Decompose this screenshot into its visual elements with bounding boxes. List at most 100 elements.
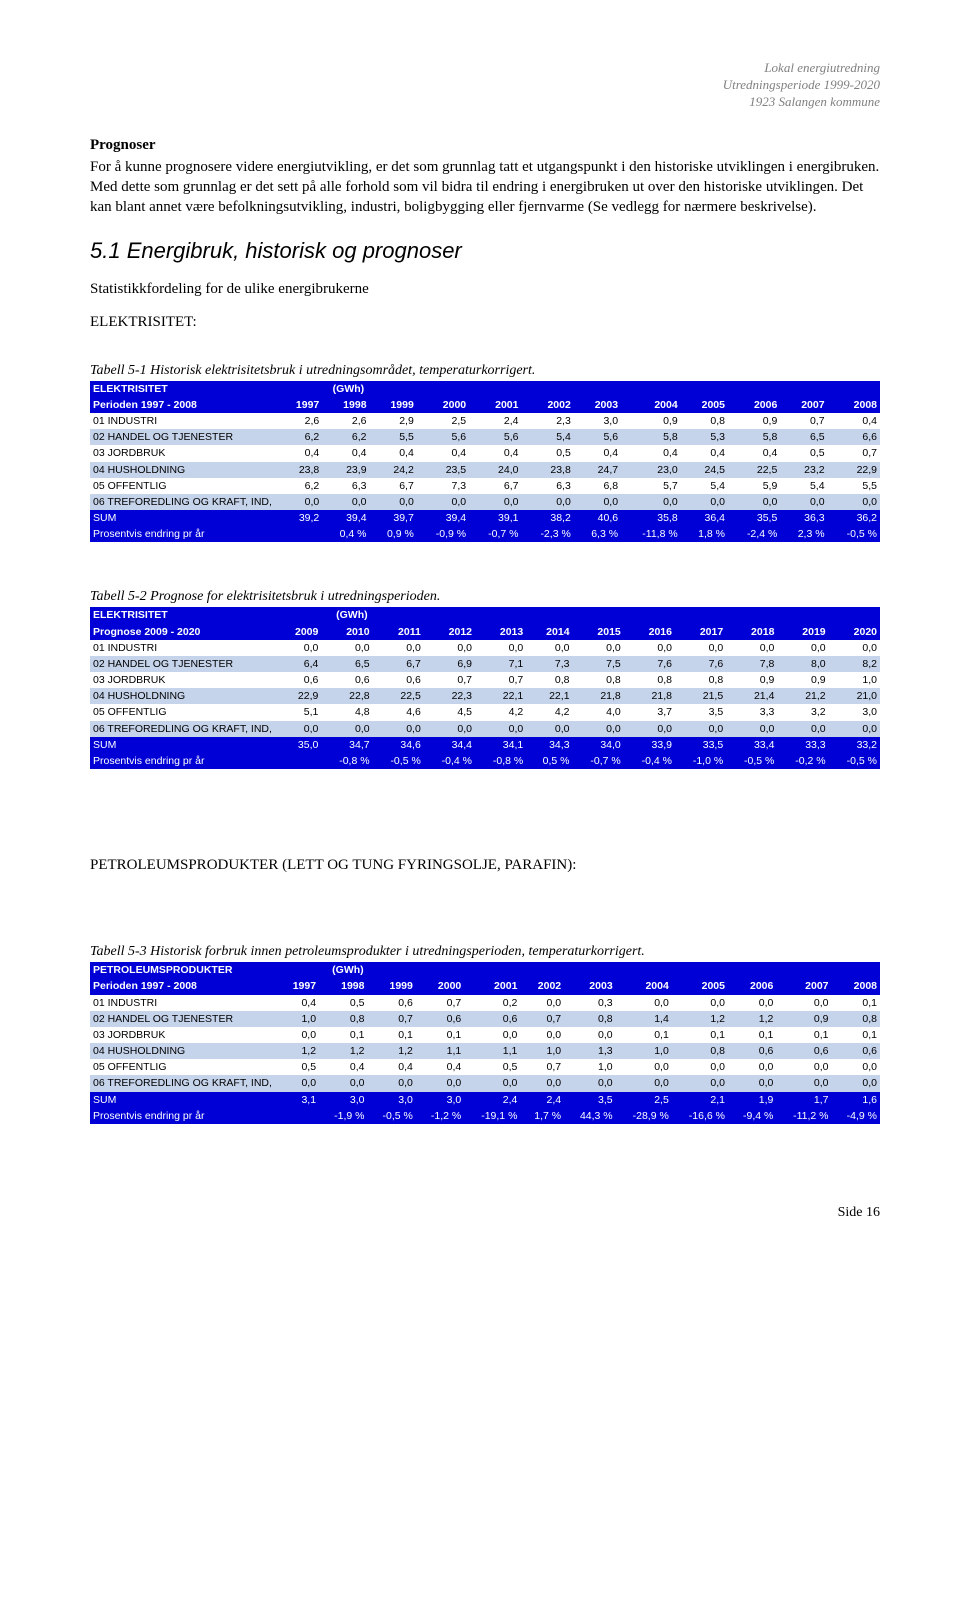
cell-value: 0,0 [726,721,777,737]
cell-value: 0,9 [776,1011,831,1027]
cell-value: 0,0 [520,995,564,1011]
year-header: 2007 [776,978,831,994]
table-5-3: PETROLEUMSPRODUKTER(GWh)Perioden 1997 - … [90,962,880,1124]
cell-value: 0,6 [416,1011,464,1027]
year-header: 1999 [367,978,415,994]
cell-value: 0,8 [624,672,675,688]
cell-value: 0,1 [616,1027,672,1043]
pct-value: 0,9 % [370,526,417,542]
cell-value: 3,0 [829,704,880,720]
cell-value: 0,0 [829,721,880,737]
pct-value: -0,8 % [475,753,526,769]
pct-value: -0,5 % [373,753,424,769]
cell-value: 0,1 [728,1027,776,1043]
cell-value: 23,2 [780,462,827,478]
sum-value: 35,0 [280,737,321,753]
cell-value: 0,0 [728,995,776,1011]
cell-value: 0,6 [321,672,372,688]
sum-value: 35,5 [728,510,780,526]
year-header: 2009 [280,624,321,640]
prognoser-paragraph: For å kunne prognosere videre energiutvi… [90,157,880,218]
cell-value: 6,7 [469,478,521,494]
cell-value: 6,9 [424,656,475,672]
cell-value: 0,4 [621,445,681,461]
pct-value: -0,5 % [367,1108,415,1124]
row-label: 01 INDUSTRI [90,640,280,656]
year-header: 2012 [424,624,475,640]
cell-value: 0,0 [475,640,526,656]
cell-value: 5,6 [469,429,521,445]
year-header: 2015 [573,624,624,640]
pct-value: -1,9 % [319,1108,367,1124]
sum-value: 3,1 [280,1092,319,1108]
cell-value: 0,5 [521,445,573,461]
cell-value: 0,5 [464,1059,520,1075]
cell-value: 4,5 [424,704,475,720]
table-unit: (GWh) [280,962,416,978]
sum-value: 39,4 [322,510,369,526]
cell-value: 6,8 [574,478,621,494]
row-label: 02 HANDEL OG TJENESTER [90,656,280,672]
year-header: 2020 [829,624,880,640]
cell-value: 0,4 [367,1059,415,1075]
pct-value: -19,1 % [464,1108,520,1124]
cell-value: 3,5 [675,704,726,720]
sum-label: SUM [90,510,280,526]
pct-value: -0,7 % [469,526,521,542]
cell-value: 6,7 [373,656,424,672]
cell-value: 0,0 [728,1059,776,1075]
cell-value: 0,2 [464,995,520,1011]
cell-value: 0,9 [621,413,681,429]
cell-value: 1,0 [280,1011,319,1027]
cell-value: 0,0 [777,721,828,737]
sum-value: 2,1 [672,1092,728,1108]
cell-value: 0,7 [416,995,464,1011]
cell-value: 5,6 [574,429,621,445]
year-header: 1998 [322,397,369,413]
sum-value: 3,5 [564,1092,616,1108]
table-top-label: ELEKTRISITET [90,381,280,397]
cell-value: 0,4 [322,445,369,461]
cell-value: 7,1 [475,656,526,672]
cell-value: 0,3 [564,995,616,1011]
cell-value: 21,2 [777,688,828,704]
sum-value: 35,8 [621,510,681,526]
pct-value [280,1108,319,1124]
pct-value: -0,5 % [828,526,880,542]
cell-value: 5,9 [728,478,780,494]
row-label: 02 HANDEL OG TJENESTER [90,1011,280,1027]
sum-value: 3,0 [367,1092,415,1108]
sum-label: SUM [90,1092,280,1108]
cell-value: 0,0 [564,1027,616,1043]
cell-value: 0,0 [417,494,469,510]
cell-value: 0,0 [280,721,321,737]
cell-value: 5,5 [370,429,417,445]
cell-value: 1,1 [416,1043,464,1059]
cell-value: 0,5 [319,995,367,1011]
pct-value: -0,9 % [417,526,469,542]
cell-value: 0,1 [416,1027,464,1043]
table-5-1: ELEKTRISITET(GWh)Perioden 1997 - 2008199… [90,381,880,543]
cell-value: 0,0 [624,640,675,656]
cell-value: 0,0 [672,1075,728,1091]
cell-value: 0,5 [780,445,827,461]
cell-value: 1,0 [616,1043,672,1059]
cell-value: 2,4 [469,413,521,429]
cell-value: 5,7 [621,478,681,494]
year-header: 2001 [464,978,520,994]
year-header: 2004 [616,978,672,994]
cell-value: 0,9 [728,413,780,429]
sum-value: 39,2 [280,510,322,526]
cell-value: 0,4 [728,445,780,461]
year-header: 2002 [520,978,564,994]
row-label: 06 TREFOREDLING OG KRAFT, IND, [90,494,280,510]
cell-value: 1,0 [564,1059,616,1075]
cell-value: 0,8 [526,672,572,688]
cell-value: 0,8 [319,1011,367,1027]
cell-value: 0,1 [832,1027,881,1043]
cell-value: 21,5 [675,688,726,704]
cell-value: 0,4 [280,995,319,1011]
cell-value: 8,0 [777,656,828,672]
cell-value: 0,4 [681,445,728,461]
cell-value: 0,0 [321,640,372,656]
